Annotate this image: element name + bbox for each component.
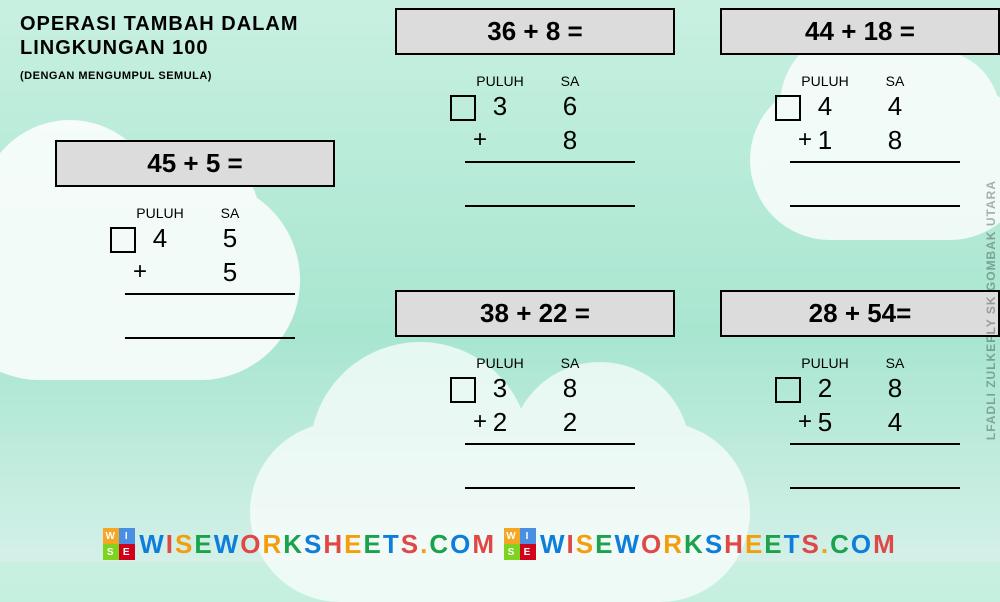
row1-ones: 5	[195, 223, 265, 254]
subtitle: (DENGAN MENGUMPUL SEMULA)	[20, 70, 360, 82]
row2-ones: 5	[195, 257, 265, 288]
tens-header: PULUH	[790, 73, 860, 89]
answer-row[interactable]	[465, 449, 675, 483]
sum-line	[465, 161, 635, 163]
tens-header: PULUH	[125, 205, 195, 221]
answer-row[interactable]	[465, 167, 675, 201]
bottom-line	[465, 205, 635, 207]
plus-sign: +	[133, 258, 147, 286]
equation-box: 44 + 18 =	[720, 8, 1000, 55]
row1-ones: 8	[860, 373, 930, 404]
ones-header: SA	[535, 355, 605, 371]
row1-ones: 8	[535, 373, 605, 404]
work-area: PULUH SA 4 5 + 5	[55, 205, 335, 339]
tens-header: PULUH	[465, 355, 535, 371]
bottom-line	[790, 487, 960, 489]
equation-box: 36 + 8 =	[395, 8, 675, 55]
wise-logo-icon: WISE	[103, 528, 135, 560]
carry-box[interactable]	[450, 95, 476, 121]
wise-logo-icon: WISE	[504, 528, 536, 560]
bottom-line	[790, 205, 960, 207]
problem-1: 45 + 5 = PULUH SA 4 5 + 5	[55, 140, 335, 343]
row2-ones: 8	[860, 125, 930, 156]
plus-sign: +	[473, 408, 487, 436]
footer-watermark: WISE WISEWORKSHEETS.COM WISE WISEWORKSHE…	[0, 528, 1000, 560]
ones-header: SA	[860, 355, 930, 371]
problem-3: 44 + 18 = PULUH SA 4 4 + 1 8	[720, 8, 1000, 211]
tens-header: PULUH	[465, 73, 535, 89]
sum-line	[465, 443, 635, 445]
equation-box: 38 + 22 =	[395, 290, 675, 337]
equation-box: 45 + 5 =	[55, 140, 335, 187]
carry-box[interactable]	[110, 227, 136, 253]
row1-ones: 6	[535, 91, 605, 122]
worksheet-header: OPERASI TAMBAH DALAM LINGKUNGAN 100 (DEN…	[20, 12, 360, 82]
bottom-line	[125, 337, 295, 339]
side-watermark: LFADLI ZULKEFLY SK GOMBAK UTARA	[984, 180, 998, 440]
title-line1: OPERASI TAMBAH DALAM	[20, 12, 360, 36]
footer-left: WISE WISEWORKSHEETS.COM	[103, 528, 496, 560]
bottom-line	[465, 487, 635, 489]
row1-ones: 4	[860, 91, 930, 122]
answer-row[interactable]	[790, 449, 1000, 483]
row2-ones: 2	[535, 407, 605, 438]
title-line2: LINGKUNGAN 100	[20, 36, 360, 60]
work-area: PULUH SA 2 8 + 5 4	[720, 355, 1000, 489]
footer-right: WISE WISEWORKSHEETS.COM	[504, 528, 897, 560]
work-area: PULUH SA 4 4 + 1 8	[720, 73, 1000, 207]
answer-row[interactable]	[790, 167, 1000, 201]
work-area: PULUH SA 3 6 + 8	[395, 73, 675, 207]
ones-header: SA	[535, 73, 605, 89]
plus-sign: +	[798, 126, 812, 154]
equation-box: 28 + 54=	[720, 290, 1000, 337]
plus-sign: +	[798, 408, 812, 436]
carry-box[interactable]	[450, 377, 476, 403]
ones-header: SA	[860, 73, 930, 89]
tens-header: PULUH	[790, 355, 860, 371]
sum-line	[790, 443, 960, 445]
work-area: PULUH SA 3 8 + 2 2	[395, 355, 675, 489]
problem-2: 36 + 8 = PULUH SA 3 6 + 8	[395, 8, 675, 211]
plus-sign: +	[473, 126, 487, 154]
problem-5: 28 + 54= PULUH SA 2 8 + 5 4	[720, 290, 1000, 493]
row2-ones: 4	[860, 407, 930, 438]
carry-box[interactable]	[775, 377, 801, 403]
ones-header: SA	[195, 205, 265, 221]
sum-line	[790, 161, 960, 163]
answer-row[interactable]	[125, 299, 335, 333]
sum-line	[125, 293, 295, 295]
carry-box[interactable]	[775, 95, 801, 121]
row2-ones: 8	[535, 125, 605, 156]
problem-4: 38 + 22 = PULUH SA 3 8 + 2 2	[395, 290, 675, 493]
